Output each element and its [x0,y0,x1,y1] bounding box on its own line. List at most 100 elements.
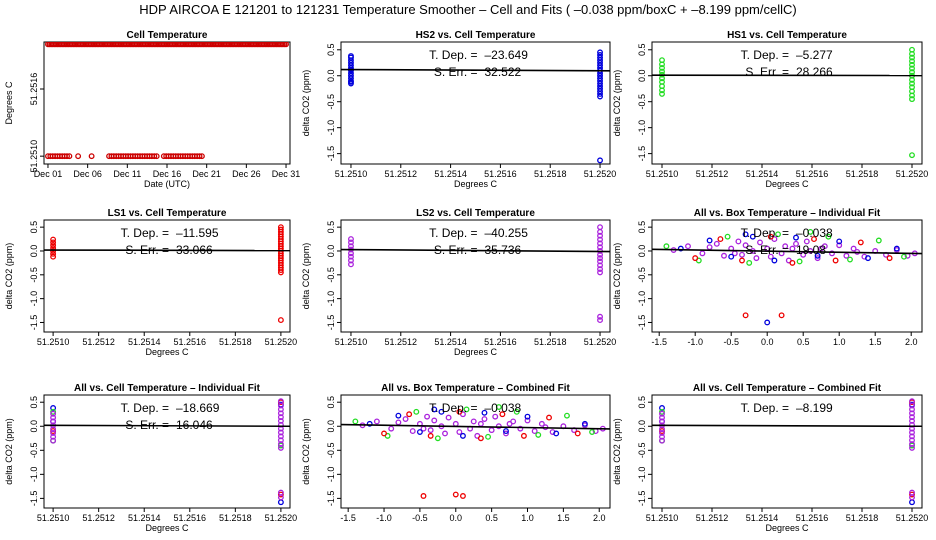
data-area [652,46,922,159]
data-point [485,433,492,440]
data-point [198,153,205,160]
data-point [477,435,484,442]
y-tick-label: -1.5 [637,491,647,507]
data-point [814,252,821,259]
x-tick-label: 1.5 [557,513,570,523]
data-area [652,398,922,506]
data-point [581,420,588,427]
data-point [717,236,724,243]
y-tick-label: -0.5 [29,443,39,459]
data-point [50,414,57,421]
x-tick-label: 51.2512 [82,337,115,347]
data-point [775,231,781,238]
data-point [803,238,810,245]
y-tick-label: 51.2510 [29,140,39,173]
data-point [388,425,395,432]
data-point [50,242,57,249]
data-point [524,417,531,424]
data-point [753,255,760,262]
plot-frame [340,394,611,509]
x-tick-label: 51.2514 [434,169,467,179]
data-point [909,152,915,159]
data-point [438,408,445,415]
data-point [597,232,603,239]
data-point [277,317,284,324]
x-tick-label: 51.2518 [219,513,252,523]
x-tick-label: 51.2514 [128,337,161,347]
x-tick-label: -0.5 [412,513,428,523]
data-point [456,408,463,415]
x-tick-label: 51.2516 [174,337,207,347]
x-tick-label: 1.5 [869,337,882,347]
x-tick-label: 51.2518 [534,337,567,347]
fit-line [341,68,610,72]
annotation-label: T. Dep. = [121,226,169,240]
x-tick-label: 51.2514 [746,169,779,179]
plot-frame [651,41,923,165]
x-tick-label: 2.0 [593,513,606,523]
y-tick-label: -1.5 [326,315,336,331]
data-point [277,226,284,233]
series-hs1 [659,408,915,449]
data-point [659,408,665,415]
data-point [442,430,448,437]
data-point [767,233,774,240]
data-point [597,240,603,247]
y-tick-label: 0.5 [637,396,647,409]
data-point [513,408,520,415]
data-point [847,256,853,263]
data-point [64,153,70,160]
data-point [659,418,665,425]
data-point [481,409,488,416]
data-point [517,425,524,432]
data-point [659,90,665,97]
data-point [843,252,850,259]
data-point [531,428,538,435]
y-tick-label: 51.2516 [29,73,39,106]
annotation-label: S. Err. = [434,65,478,79]
x-tick-label: Dec 11 [113,169,141,179]
fit-line [652,248,922,255]
y-tick-label: -1.0 [326,291,336,307]
data-area [341,49,610,164]
x-tick-label: 51.2514 [746,513,779,523]
y-tick-label: -0.5 [326,94,336,110]
data-point [277,414,284,421]
annotation-label: T. Dep. = [429,401,477,415]
y-tick-label: -0.5 [29,267,39,283]
data-point [506,420,513,427]
series-ls2 [348,224,603,324]
data-point [742,312,749,319]
data-point [909,441,915,447]
data-point [597,269,603,276]
data-point [50,418,57,425]
data-point [196,153,203,160]
x-tick-label: 51.2520 [584,169,617,179]
data-point [395,412,402,419]
data-point [597,236,603,243]
data-point [75,153,82,160]
data-point [277,444,284,451]
data-point [771,257,778,264]
fit-line [341,248,610,253]
data-point [283,42,289,48]
data-point [50,408,57,415]
data-point [746,259,753,266]
x-tick-label: 51.2520 [265,513,298,523]
panel-5: LS2 vs. Cell Temperature 51.2510 51.2512 51… [301,208,616,357]
annotation-label: T. Dep. = [741,226,789,240]
x-tick-label: 51.2516 [796,169,829,179]
x-axis-label: Degrees C [765,523,809,533]
x-tick-label: 2.0 [905,337,918,347]
data-point [488,427,495,434]
data-point [88,153,95,160]
data-point [597,224,603,231]
data-point [909,494,915,501]
data-point [151,153,158,160]
data-point [659,428,665,435]
data-point [663,243,670,250]
data-point [50,239,57,246]
data-point [909,437,915,444]
x-tick-label: 0.5 [797,337,810,347]
y-tick-label: 0.5 [29,396,39,409]
